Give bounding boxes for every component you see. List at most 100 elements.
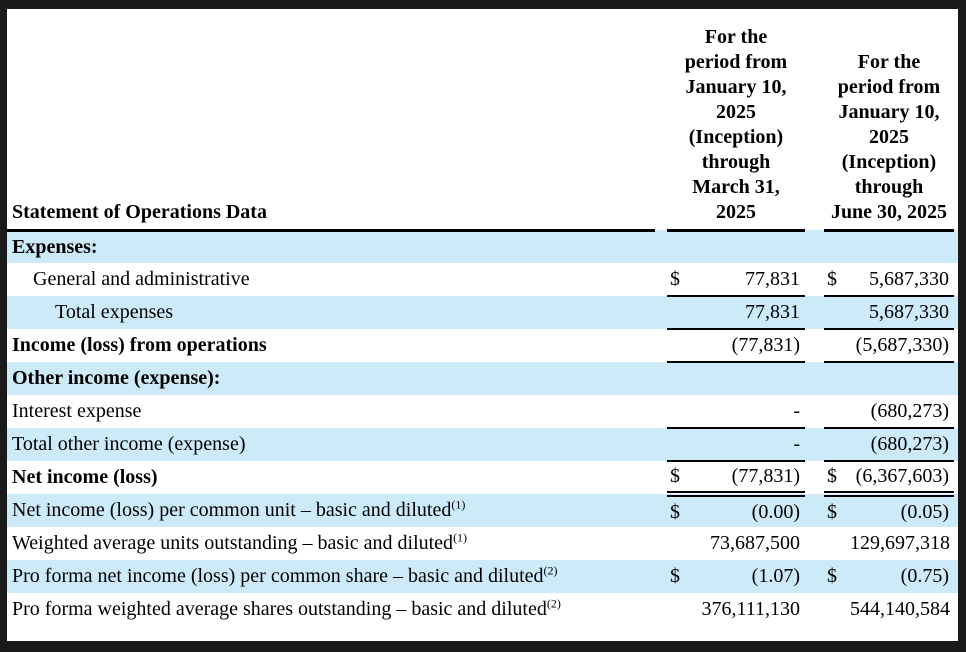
dollar-sign-cell: $ — [667, 263, 693, 297]
dollar-sign-cell — [824, 362, 850, 395]
table-title: Statement of Operations Data — [7, 9, 655, 232]
value-cell: 77,831 — [693, 296, 805, 330]
dollar-sign-cell — [667, 329, 693, 363]
document-page: Statement of Operations Data For the per… — [7, 9, 958, 641]
table-row: Total other income (expense) - (680,273) — [7, 428, 958, 462]
row-label: General and administrative — [33, 268, 250, 290]
table-row: Pro forma net income (loss) per common s… — [7, 560, 958, 593]
column-header-period-2: For the period from January 10, 2025 (In… — [824, 9, 954, 232]
spacer-cell — [805, 230, 824, 263]
table-row: Pro forma weighted average shares outsta… — [7, 593, 958, 626]
value-cell: (5,687,330) — [850, 329, 954, 363]
value-cell — [693, 230, 805, 263]
spacer-cell — [954, 296, 958, 329]
value-cell: (0.00) — [693, 494, 805, 527]
value-cell: 376,111,130 — [701, 598, 800, 620]
value-cell: (0.05) — [850, 494, 954, 527]
dollar-sign-cell — [667, 593, 693, 626]
value-cell: (1.07) — [693, 560, 805, 593]
value-cell — [693, 362, 805, 395]
row-label: Net income (loss) — [12, 466, 158, 488]
row-label: Pro forma weighted average shares outsta… — [12, 596, 561, 620]
spacer-cell — [655, 296, 667, 329]
value-cell: 77,831 — [693, 263, 805, 297]
footnote-marker: (2) — [543, 563, 558, 578]
dollar-sign-cell — [824, 296, 850, 330]
spacer-cell — [805, 395, 824, 428]
spacer-cell — [954, 593, 958, 626]
spacer-cell — [954, 395, 958, 428]
table-row: Net income (loss) $ (77,831) $ (6,367,603) — [7, 461, 958, 497]
dollar-sign-cell: $ — [824, 560, 850, 593]
spacer-cell — [805, 527, 824, 560]
table-rows: Expenses: General and administrative $77,8… — [7, 230, 958, 626]
value-cell: 544,140,584 — [850, 598, 950, 620]
dollar-sign-cell — [667, 428, 693, 462]
dollar-sign-cell — [824, 527, 850, 560]
spacer-cell — [954, 527, 958, 560]
spacer-cell — [954, 494, 958, 527]
statement-of-operations-table: Statement of Operations Data For the per… — [7, 9, 958, 626]
spacer-cell — [805, 461, 824, 494]
spacer-cell — [805, 296, 824, 329]
spacer-cell — [805, 560, 824, 593]
value-cell: (680,273) — [850, 428, 954, 462]
header-row: Statement of Operations Data For the per… — [7, 9, 958, 232]
spacer-cell — [805, 494, 824, 527]
spacer-cell — [805, 362, 824, 395]
spacer-cell — [655, 494, 667, 527]
dollar-sign-cell — [824, 230, 850, 263]
footnote-marker: (1) — [453, 530, 468, 545]
dollar-sign-cell: $ — [667, 461, 693, 497]
value-cell: (6,367,603) — [850, 461, 954, 497]
value-cell: 73,687,500 — [710, 532, 800, 554]
value-cell — [850, 362, 954, 395]
table-row: General and administrative $77,831 $5,687,… — [7, 263, 958, 297]
spacer-cell — [805, 263, 824, 296]
dollar-sign-cell — [667, 230, 693, 263]
table-row: Income (loss) from operations (77,831) (5,… — [7, 329, 958, 363]
spacer-cell — [655, 362, 667, 395]
spacer-cell — [805, 329, 824, 362]
value-cell: (77,831) — [693, 329, 805, 363]
row-label: Net income (loss) per common unit – basi… — [7, 494, 655, 527]
value-cell: (680,273) — [850, 395, 954, 429]
spacer-cell — [655, 329, 667, 362]
value-cell: - — [693, 428, 805, 462]
value-cell: (77,831) — [693, 461, 805, 497]
footnote-marker: (2) — [546, 596, 561, 611]
row-label: Interest expense — [12, 400, 142, 422]
row-label: Weighted average units outstanding – bas… — [12, 530, 468, 554]
value-cell: 5,687,330 — [850, 296, 954, 330]
value-cell: (0.75) — [850, 560, 954, 593]
dollar-sign-cell: $ — [824, 461, 850, 497]
spacer-cell — [655, 395, 667, 428]
value-cell: 5,687,330 — [850, 263, 954, 297]
dollar-sign-cell — [824, 428, 850, 462]
dollar-sign-cell — [824, 395, 850, 429]
header-spacer — [954, 9, 958, 230]
table-row: Net income (loss) per common unit – basi… — [7, 494, 958, 527]
spacer-cell — [805, 593, 824, 626]
dollar-sign-cell — [824, 329, 850, 363]
spacer-cell — [954, 230, 958, 263]
value-cell — [850, 230, 954, 263]
spacer-cell — [655, 263, 667, 296]
dollar-sign-cell — [667, 527, 693, 560]
header-spacer — [655, 9, 667, 230]
spacer-cell — [954, 362, 958, 395]
table-row: Interest expense - (680,273) — [7, 395, 958, 429]
spacer-cell — [655, 560, 667, 593]
dollar-sign-cell: $ — [824, 494, 850, 527]
row-label: Income (loss) from operations — [12, 334, 267, 356]
spacer-cell — [655, 461, 667, 494]
table-row: Other income (expense): — [7, 362, 958, 395]
table-row: Total expenses 77,831 5,687,330 — [7, 296, 958, 330]
spacer-cell — [655, 428, 667, 461]
row-label: Pro forma net income (loss) per common s… — [7, 560, 655, 593]
spacer-cell — [805, 428, 824, 461]
spacer-cell — [655, 593, 667, 626]
dollar-sign-cell — [667, 362, 693, 395]
dollar-sign-cell — [667, 296, 693, 330]
row-label: Other income (expense): — [7, 362, 655, 395]
